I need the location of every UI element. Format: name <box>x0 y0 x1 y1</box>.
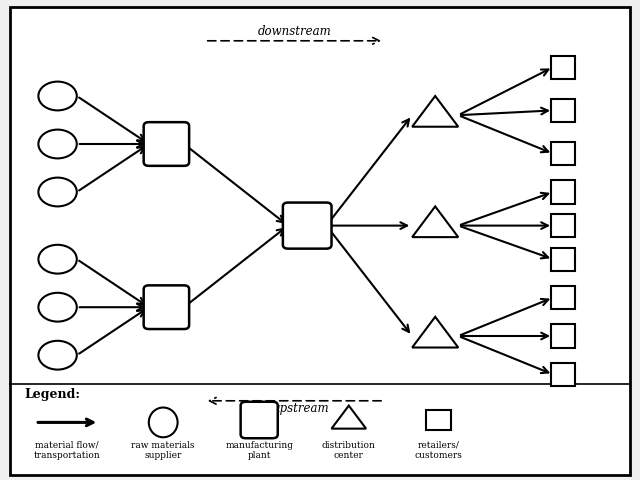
FancyBboxPatch shape <box>551 363 575 386</box>
Circle shape <box>38 293 77 322</box>
Text: Legend:: Legend: <box>24 388 81 401</box>
Polygon shape <box>332 406 366 429</box>
FancyBboxPatch shape <box>10 7 630 475</box>
Text: retailers/
customers: retailers/ customers <box>415 441 462 460</box>
Text: material flow/
transportation: material flow/ transportation <box>34 441 100 460</box>
FancyBboxPatch shape <box>551 56 575 79</box>
FancyBboxPatch shape <box>551 214 575 237</box>
Polygon shape <box>412 96 458 127</box>
FancyBboxPatch shape <box>426 410 451 430</box>
FancyBboxPatch shape <box>551 286 575 309</box>
Circle shape <box>38 178 77 206</box>
Circle shape <box>38 82 77 110</box>
Text: upstream: upstream <box>273 402 329 416</box>
Text: manufacturing
plant: manufacturing plant <box>225 441 293 460</box>
FancyBboxPatch shape <box>241 402 278 438</box>
Circle shape <box>38 341 77 370</box>
Polygon shape <box>412 206 458 237</box>
FancyBboxPatch shape <box>283 203 332 249</box>
FancyBboxPatch shape <box>551 142 575 165</box>
FancyBboxPatch shape <box>144 285 189 329</box>
Text: downstream: downstream <box>257 24 332 38</box>
FancyBboxPatch shape <box>144 122 189 166</box>
FancyBboxPatch shape <box>551 99 575 122</box>
Text: distribution
center: distribution center <box>322 441 376 460</box>
Polygon shape <box>412 317 458 348</box>
Circle shape <box>38 245 77 274</box>
Circle shape <box>38 130 77 158</box>
Ellipse shape <box>148 408 178 437</box>
FancyBboxPatch shape <box>551 180 575 204</box>
FancyBboxPatch shape <box>551 324 575 348</box>
Text: raw materials
supplier: raw materials supplier <box>131 441 195 460</box>
FancyBboxPatch shape <box>551 248 575 271</box>
